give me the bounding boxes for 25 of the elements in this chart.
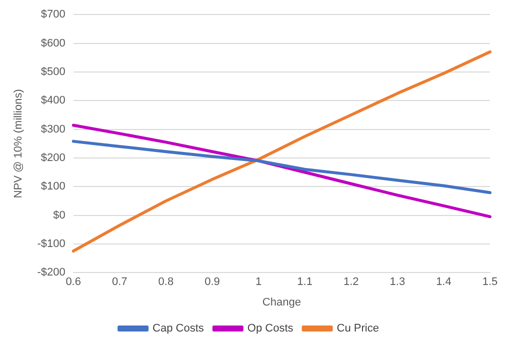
x-tick-label: 1.3 xyxy=(390,276,406,288)
x-tick-label: 0.7 xyxy=(112,276,128,288)
x-tick-label: 1.5 xyxy=(482,276,498,288)
y-axis-title: NPV @ 10% (millions) xyxy=(12,89,25,198)
y-tick-label: $500 xyxy=(40,66,66,78)
y-tick-label: $600 xyxy=(40,37,66,50)
x-tick-label: 0.6 xyxy=(66,276,81,288)
y-tick-label: $300 xyxy=(40,123,66,136)
x-tick-label: 0.8 xyxy=(158,276,174,288)
y-tick-label: $400 xyxy=(40,94,66,107)
y-tick-label: $0 xyxy=(53,209,66,222)
legend-label: Op Costs xyxy=(247,322,294,335)
x-tick-label: 1 xyxy=(255,276,262,288)
y-tick-label: -$100 xyxy=(37,238,66,250)
x-tick-label: 1.1 xyxy=(297,276,312,288)
x-axis-title: Change xyxy=(262,296,301,308)
y-tick-label: $700 xyxy=(40,8,66,21)
x-tick-label: 0.9 xyxy=(204,276,220,288)
y-tick-label: $100 xyxy=(40,180,66,193)
y-tick-label: $200 xyxy=(40,152,66,164)
x-tick-label: 1.2 xyxy=(343,276,359,288)
legend-label: Cap Costs xyxy=(152,322,204,335)
x-tick-label: 1.4 xyxy=(436,276,452,288)
legend-label: Cu Price xyxy=(336,322,379,335)
y-tick-label: -$200 xyxy=(37,266,66,279)
